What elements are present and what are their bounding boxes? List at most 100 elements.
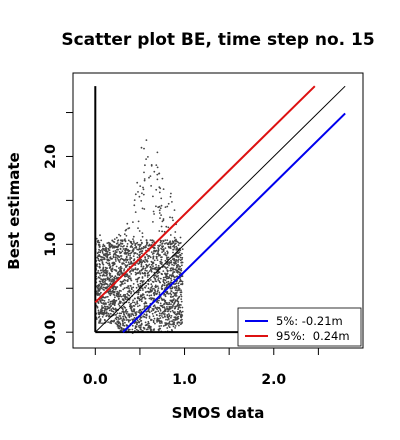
data-point xyxy=(163,299,166,302)
data-point xyxy=(122,323,125,325)
data-point xyxy=(177,241,180,244)
data-point xyxy=(149,288,152,291)
data-point xyxy=(179,259,182,262)
data-point xyxy=(161,230,164,233)
data-point xyxy=(157,287,160,289)
data-point xyxy=(112,250,115,253)
data-point xyxy=(99,280,102,283)
data-point xyxy=(103,311,106,314)
data-point xyxy=(172,271,175,273)
data-point xyxy=(107,312,110,315)
data-point xyxy=(99,274,102,277)
data-point xyxy=(159,302,162,305)
data-point xyxy=(120,326,123,329)
data-point xyxy=(118,315,121,317)
data-point xyxy=(173,302,176,305)
data-point xyxy=(123,313,125,316)
data-point xyxy=(165,254,168,257)
data-point xyxy=(173,292,176,295)
legend: 5%: -0.21m 95%: 0.24m xyxy=(237,307,362,347)
data-point xyxy=(168,243,170,245)
data-point xyxy=(119,255,122,257)
data-point xyxy=(167,277,170,280)
data-point xyxy=(169,274,171,277)
data-point xyxy=(170,316,172,319)
data-point xyxy=(115,236,118,239)
data-point xyxy=(157,250,160,253)
data-point xyxy=(140,269,143,272)
data-point xyxy=(112,293,115,296)
data-point xyxy=(139,318,141,321)
data-point xyxy=(171,216,174,219)
data-point xyxy=(159,241,162,244)
data-point xyxy=(124,294,127,296)
data-point xyxy=(134,303,137,306)
data-point xyxy=(97,239,100,242)
data-point xyxy=(125,273,127,276)
data-point xyxy=(136,248,139,251)
data-point xyxy=(104,266,107,269)
data-point xyxy=(109,294,112,297)
data-point xyxy=(108,303,111,306)
data-point xyxy=(152,315,155,317)
data-point xyxy=(122,311,125,314)
data-point xyxy=(112,245,115,248)
data-point xyxy=(180,311,183,314)
data-point xyxy=(121,258,124,261)
data-point xyxy=(144,286,147,289)
data-point xyxy=(149,175,152,178)
data-point xyxy=(159,244,162,247)
data-point xyxy=(115,260,117,262)
data-point xyxy=(153,276,155,279)
data-point xyxy=(117,303,120,305)
data-point xyxy=(135,278,137,281)
data-point xyxy=(145,285,148,287)
data-point xyxy=(170,269,173,272)
data-point xyxy=(116,248,118,251)
data-point xyxy=(121,262,124,264)
data-point xyxy=(127,328,130,331)
data-point xyxy=(171,201,173,203)
data-point xyxy=(170,192,172,195)
data-point xyxy=(146,264,149,267)
data-point xyxy=(115,292,118,295)
data-point xyxy=(115,286,117,289)
data-point xyxy=(103,289,105,291)
data-point xyxy=(170,261,173,264)
data-point xyxy=(132,286,135,289)
data-point xyxy=(179,242,182,244)
data-point xyxy=(166,315,169,317)
data-point xyxy=(147,244,150,247)
data-point xyxy=(141,242,143,245)
data-point xyxy=(165,322,168,325)
data-point xyxy=(130,291,133,293)
data-point xyxy=(143,272,146,275)
data-point xyxy=(115,242,118,245)
data-point xyxy=(168,262,171,265)
data-point xyxy=(172,325,175,328)
data-point xyxy=(138,321,141,324)
data-point xyxy=(135,323,138,325)
data-point xyxy=(114,258,117,261)
data-point xyxy=(108,278,111,281)
data-point xyxy=(118,312,121,315)
data-point xyxy=(173,264,175,267)
data-point xyxy=(117,322,120,325)
data-point xyxy=(106,250,109,253)
data-point xyxy=(180,269,183,272)
data-point xyxy=(124,297,127,300)
data-point xyxy=(175,266,178,269)
data-point xyxy=(166,270,169,273)
data-point xyxy=(104,278,107,280)
data-point xyxy=(169,245,172,248)
data-point xyxy=(121,242,124,245)
data-point xyxy=(112,264,115,267)
data-point xyxy=(153,250,155,253)
data-point xyxy=(149,279,152,281)
data-point xyxy=(118,300,121,303)
data-point xyxy=(134,211,137,214)
data-point xyxy=(155,310,157,313)
data-point xyxy=(179,280,182,282)
data-point xyxy=(125,312,128,315)
data-point xyxy=(132,235,135,238)
